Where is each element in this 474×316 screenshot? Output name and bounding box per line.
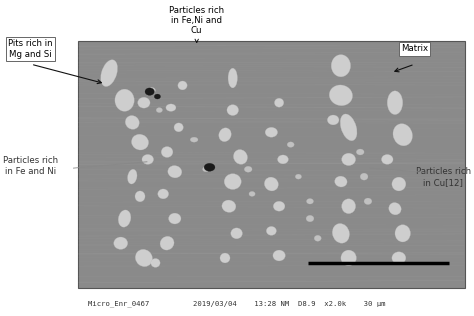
Ellipse shape	[273, 250, 285, 261]
Ellipse shape	[135, 191, 145, 202]
Ellipse shape	[328, 115, 339, 125]
Ellipse shape	[151, 258, 160, 267]
Ellipse shape	[156, 108, 163, 112]
Ellipse shape	[341, 250, 356, 266]
Ellipse shape	[219, 128, 231, 142]
Ellipse shape	[244, 166, 252, 172]
Ellipse shape	[393, 124, 412, 146]
Text: Pits rich in
Mg and Si: Pits rich in Mg and Si	[9, 39, 53, 59]
Ellipse shape	[331, 55, 351, 77]
Ellipse shape	[389, 203, 401, 215]
Ellipse shape	[118, 210, 131, 227]
Ellipse shape	[356, 149, 364, 155]
Ellipse shape	[114, 237, 128, 249]
Ellipse shape	[274, 98, 284, 107]
Ellipse shape	[128, 169, 137, 184]
Ellipse shape	[101, 60, 118, 87]
Ellipse shape	[136, 249, 153, 267]
Ellipse shape	[115, 89, 134, 111]
Ellipse shape	[234, 149, 247, 164]
Ellipse shape	[168, 166, 182, 178]
Ellipse shape	[178, 81, 187, 90]
Ellipse shape	[392, 252, 406, 264]
Text: Particles rich
in Fe and Ni: Particles rich in Fe and Ni	[3, 156, 58, 176]
Ellipse shape	[387, 91, 403, 114]
Ellipse shape	[307, 198, 313, 204]
Ellipse shape	[125, 116, 139, 129]
Ellipse shape	[224, 174, 241, 190]
Ellipse shape	[228, 68, 237, 88]
Ellipse shape	[392, 177, 406, 191]
Ellipse shape	[138, 97, 150, 108]
Ellipse shape	[145, 88, 155, 95]
Ellipse shape	[364, 198, 372, 204]
Ellipse shape	[266, 227, 276, 235]
Ellipse shape	[342, 153, 356, 166]
Ellipse shape	[160, 236, 174, 250]
Ellipse shape	[227, 105, 238, 116]
Ellipse shape	[332, 223, 349, 243]
Ellipse shape	[265, 127, 278, 137]
Ellipse shape	[166, 104, 176, 111]
Ellipse shape	[142, 155, 154, 164]
Text: Particles rich
in Cu[12]: Particles rich in Cu[12]	[416, 167, 471, 187]
Ellipse shape	[335, 176, 347, 187]
Ellipse shape	[204, 163, 215, 171]
Text: Matrix: Matrix	[401, 45, 428, 53]
Ellipse shape	[158, 189, 169, 199]
Ellipse shape	[220, 253, 230, 263]
Bar	[78, 41, 465, 288]
Ellipse shape	[249, 191, 255, 196]
Ellipse shape	[174, 123, 183, 132]
Ellipse shape	[342, 199, 356, 214]
Text: Particles rich
in Fe,Ni and
Cu: Particles rich in Fe,Ni and Cu	[169, 6, 224, 35]
Ellipse shape	[231, 228, 242, 239]
Ellipse shape	[287, 142, 294, 147]
Ellipse shape	[273, 201, 285, 211]
Ellipse shape	[314, 235, 321, 241]
Ellipse shape	[329, 85, 353, 106]
Ellipse shape	[264, 177, 278, 191]
Ellipse shape	[148, 88, 155, 93]
Ellipse shape	[222, 200, 236, 212]
Ellipse shape	[382, 155, 393, 164]
Ellipse shape	[395, 225, 410, 242]
Ellipse shape	[202, 167, 209, 172]
Ellipse shape	[131, 134, 148, 150]
Ellipse shape	[161, 147, 173, 157]
Ellipse shape	[190, 137, 198, 142]
Ellipse shape	[278, 155, 288, 164]
Ellipse shape	[155, 94, 161, 99]
Ellipse shape	[340, 114, 357, 141]
Ellipse shape	[306, 215, 314, 222]
Text: Micro_Enr_0467          2019/03/04    13:28 NM  D8.9  x2.0k    30 μm: Micro_Enr_0467 2019/03/04 13:28 NM D8.9 …	[88, 300, 386, 307]
Ellipse shape	[295, 174, 301, 179]
Ellipse shape	[169, 213, 181, 224]
Ellipse shape	[360, 173, 368, 180]
